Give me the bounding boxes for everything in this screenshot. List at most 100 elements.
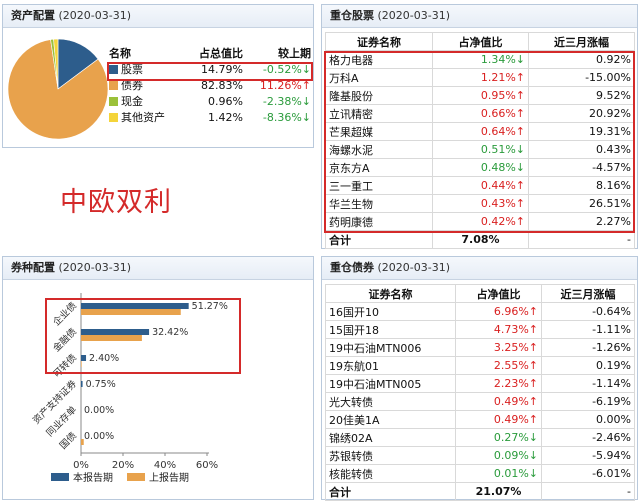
net-pct: 3.25%↑	[455, 338, 542, 357]
holding-row[interactable]: 20佳美1A 0.49%↑ 0.00%	[325, 410, 635, 429]
security-name[interactable]: 隆基股份	[325, 86, 433, 105]
col-3m-change: 近三月涨幅	[541, 284, 635, 303]
three-month-change: -1.14%	[541, 374, 635, 393]
bar-data-label: 0.75%	[86, 379, 116, 390]
total-row: 合计 7.08% -	[325, 230, 635, 249]
security-name[interactable]: 光大转债	[325, 392, 456, 411]
top-stocks-table: 证券名称 占净值比 近三月涨幅 格力电器 1.34%↓ 0.92% 万科A 1.21%↑…	[325, 32, 635, 249]
net-pct: 0.09%↓	[455, 446, 542, 465]
total-label: 合计	[325, 482, 456, 501]
security-name[interactable]: 19东航01	[325, 356, 456, 375]
holding-row[interactable]: 三一重工 0.44%↑ 8.16%	[325, 176, 635, 195]
holding-row[interactable]: 立讯精密 0.66%↑ 20.92%	[325, 104, 635, 123]
security-name[interactable]: 锦绣02A	[325, 428, 456, 447]
holding-row[interactable]: 19东航01 2.55%↑ 0.19%	[325, 356, 635, 375]
holding-row[interactable]: 隆基股份 0.95%↑ 9.52%	[325, 86, 635, 105]
holding-row[interactable]: 芒果超媒 0.64%↑ 19.31%	[325, 122, 635, 141]
legend-swatch	[109, 65, 118, 74]
asset-allocation-table: 名称 占总值比 较上期 股票 14.79% -0.52%↓ 债券 82.83% 11.26…	[107, 45, 313, 125]
col-change: 较上期	[278, 47, 311, 60]
category-label: 企业债	[50, 299, 79, 328]
holding-row[interactable]: 19中石油MTN005 2.23%↑ -1.14%	[325, 374, 635, 393]
col-3m-change: 近三月涨幅	[528, 32, 635, 51]
security-name[interactable]: 海螺水泥	[325, 140, 433, 159]
security-name[interactable]: 15国开18	[325, 320, 456, 339]
holding-row[interactable]: 万科A 1.21%↑ -15.00%	[325, 68, 635, 87]
net-pct: 1.21%↑	[432, 68, 529, 87]
top-bonds-table: 证券名称 占净值比 近三月涨幅 16国开10 6.96%↑ -0.64% 15国开18…	[325, 284, 635, 501]
bar-data-label: 51.27%	[192, 301, 228, 312]
holding-row[interactable]: 海螺水泥 0.51%↓ 0.43%	[325, 140, 635, 159]
three-month-change: 0.19%	[541, 356, 635, 375]
three-month-change: -6.19%	[541, 392, 635, 411]
asset-row: 股票 14.79% -0.52%↓	[107, 61, 313, 77]
legend-label[interactable]: 本报告期	[73, 471, 113, 484]
bar-data-label: 2.40%	[89, 353, 119, 364]
asset-name-cell: 其他资产	[107, 109, 179, 125]
net-pct: 0.01%↓	[455, 464, 542, 483]
holding-row[interactable]: 15国开18 4.73%↑ -1.11%	[325, 320, 635, 339]
bar-previous-2	[81, 361, 82, 367]
holding-row[interactable]: 19中石油MTN006 3.25%↑ -1.26%	[325, 338, 635, 357]
three-month-change: -1.11%	[541, 320, 635, 339]
holding-row[interactable]: 核能转债 0.01%↓ -6.01%	[325, 464, 635, 483]
category-label: 金融债	[50, 325, 79, 354]
security-name[interactable]: 芒果超媒	[325, 122, 433, 141]
bar-previous-0	[81, 309, 181, 315]
security-name[interactable]: 格力电器	[325, 50, 433, 69]
security-name[interactable]: 20佳美1A	[325, 410, 456, 429]
asset-name: 股票	[121, 63, 143, 76]
asset-name: 债券	[121, 79, 143, 92]
asset-pct: 0.96%	[208, 94, 243, 108]
asset-change: -2.38%↓	[262, 94, 311, 108]
bond-types-panel: 券种配置 (2020-03-31) 0% 20% 40% 60% 51.27% 企业债 32…	[2, 256, 314, 500]
panel-date: (2020-03-31)	[377, 9, 451, 22]
security-name[interactable]: 苏银转债	[325, 446, 456, 465]
total-pct: 21.07%	[455, 482, 542, 501]
three-month-change: 0.43%	[528, 140, 635, 159]
legend-swatch	[109, 97, 118, 106]
security-name[interactable]: 19中石油MTN006	[325, 338, 456, 357]
three-month-change: 8.16%	[528, 176, 635, 195]
three-month-change: -2.46%	[541, 428, 635, 447]
net-pct: 0.66%↑	[432, 104, 529, 123]
total-change: -	[541, 482, 635, 501]
x-tick-label: 40%	[154, 460, 176, 471]
asset-change: 11.26%↑	[259, 78, 311, 92]
net-pct: 4.73%↑	[455, 320, 542, 339]
holding-row[interactable]: 苏银转债 0.09%↓ -5.94%	[325, 446, 635, 465]
holding-row[interactable]: 16国开10 6.96%↑ -0.64%	[325, 302, 635, 321]
holding-row[interactable]: 京东方A 0.48%↓ -4.57%	[325, 158, 635, 177]
holding-row[interactable]: 格力电器 1.34%↓ 0.92%	[325, 50, 635, 69]
holding-row[interactable]: 锦绣02A 0.27%↓ -2.46%	[325, 428, 635, 447]
security-name[interactable]: 万科A	[325, 68, 433, 87]
asset-name: 其他资产	[121, 111, 165, 124]
security-name[interactable]: 京东方A	[325, 158, 433, 177]
asset-name-cell: 股票	[107, 61, 179, 77]
security-name[interactable]: 19中石油MTN005	[325, 374, 456, 393]
holding-row[interactable]: 光大转债 0.49%↑ -6.19%	[325, 392, 635, 411]
bar-data-label: 0.00%	[84, 405, 114, 416]
security-name[interactable]: 16国开10	[325, 302, 456, 321]
net-pct: 0.49%↑	[455, 410, 542, 429]
security-name[interactable]: 核能转债	[325, 464, 456, 483]
net-pct: 0.64%↑	[432, 122, 529, 141]
net-pct: 0.95%↑	[432, 86, 529, 105]
three-month-change: -0.64%	[541, 302, 635, 321]
security-name[interactable]: 三一重工	[325, 176, 433, 195]
holding-row[interactable]: 华兰生物 0.43%↑ 26.51%	[325, 194, 635, 213]
pie-slice-3	[53, 38, 59, 90]
asset-change: -0.52%↓	[262, 62, 311, 76]
legend-swatch	[109, 81, 118, 90]
three-month-change: -5.94%	[541, 446, 635, 465]
three-month-change: -6.01%	[541, 464, 635, 483]
top-stocks-header: 重仓股票 (2020-03-31)	[322, 5, 637, 28]
legend-label[interactable]: 上报告期	[149, 471, 189, 484]
security-name[interactable]: 立讯精密	[325, 104, 433, 123]
three-month-change: 19.31%	[528, 122, 635, 141]
security-name[interactable]: 华兰生物	[325, 194, 433, 213]
security-name[interactable]: 药明康德	[325, 212, 433, 231]
net-pct: 0.27%↓	[455, 428, 542, 447]
asset-row: 债券 82.83% 11.26%↑	[107, 77, 313, 93]
holding-row[interactable]: 药明康德 0.42%↑ 2.27%	[325, 212, 635, 231]
